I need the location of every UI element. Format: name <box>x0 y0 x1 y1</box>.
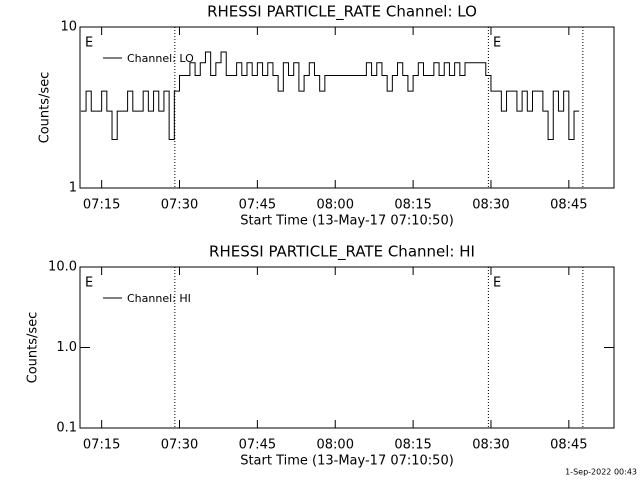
x-tick-label: 08:00 <box>317 438 354 453</box>
y-tick-label: 1.0 <box>56 340 77 355</box>
x-tick-label: 08:30 <box>472 198 509 213</box>
y-tick-label: 1 <box>69 181 77 196</box>
flag-label: E <box>85 276 93 291</box>
flag-label: E <box>493 276 501 291</box>
plot-frame <box>79 26 615 189</box>
y-tick-label: 10 <box>60 20 77 35</box>
x-tick-label: 08:15 <box>394 438 431 453</box>
x-tick-label: 08:00 <box>317 198 354 213</box>
footer: 1-Sep-2022 00:43 <box>565 468 637 477</box>
y-axis-label: Counts/sec <box>38 72 53 144</box>
legend-label: Channel: HI <box>127 292 191 305</box>
x-tick-label: 08:15 <box>394 198 431 213</box>
flag-label: E <box>85 36 93 51</box>
x-tick-label: 08:45 <box>550 198 587 213</box>
y-tick-label: 0.1 <box>56 421 77 436</box>
flag-label: E <box>493 36 501 51</box>
x-tick-label: 07:15 <box>83 438 120 453</box>
x-tick-label: 07:30 <box>161 438 198 453</box>
chart-title: RHESSI PARTICLE_RATE Channel: HI <box>209 243 475 262</box>
x-tick-label: 08:30 <box>472 438 509 453</box>
legend-label: Channel: LO <box>127 52 194 65</box>
x-tick-label: 07:45 <box>239 198 276 213</box>
chart-title: RHESSI PARTICLE_RATE Channel: LO <box>207 3 477 22</box>
y-axis-label: Counts/sec <box>26 312 41 384</box>
x-tick-label: 07:45 <box>239 438 276 453</box>
y-tick-label: 10.0 <box>48 260 77 275</box>
x-tick-label: 08:45 <box>550 438 587 453</box>
x-tick-label: 07:15 <box>83 198 120 213</box>
x-axis-label: Start Time (13-May-17 07:10:50) <box>240 214 454 229</box>
data-line <box>80 51 580 141</box>
x-axis-label: Start Time (13-May-17 07:10:50) <box>240 454 454 469</box>
x-tick-label: 07:30 <box>161 198 198 213</box>
